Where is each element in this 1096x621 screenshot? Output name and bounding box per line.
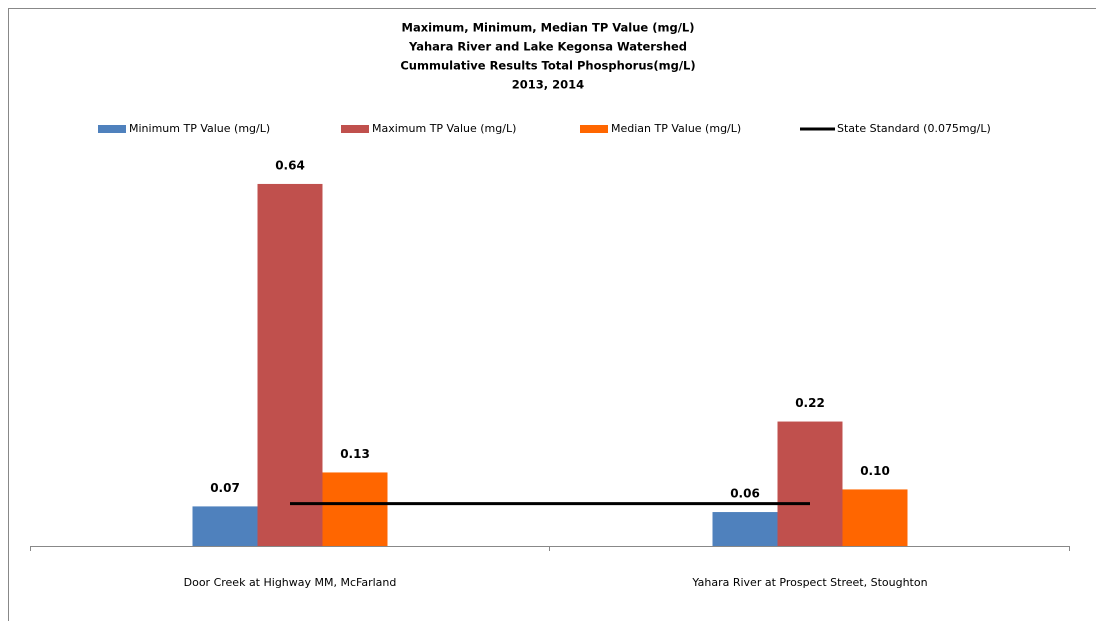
data-label: 0.13 bbox=[340, 447, 370, 461]
data-label: 0.22 bbox=[795, 396, 825, 410]
data-label: 0.10 bbox=[860, 464, 890, 478]
chart-title: Maximum, Minimum, Median TP Value (mg/L) bbox=[402, 21, 695, 35]
legend-label: Median TP Value (mg/L) bbox=[611, 122, 741, 135]
chart-title: Yahara River and Lake Kegonsa Watershed bbox=[408, 40, 687, 54]
bar bbox=[257, 183, 323, 546]
legend-swatch bbox=[580, 125, 608, 133]
bar bbox=[322, 472, 388, 546]
bar bbox=[192, 506, 258, 546]
bar bbox=[777, 421, 843, 546]
data-label: 0.06 bbox=[730, 487, 760, 501]
legend-label: Maximum TP Value (mg/L) bbox=[372, 122, 516, 135]
bar bbox=[842, 489, 908, 546]
legend-label: State Standard (0.075mg/L) bbox=[837, 122, 991, 135]
chart-title: 2013, 2014 bbox=[512, 78, 584, 92]
data-label: 0.64 bbox=[275, 158, 305, 172]
bar bbox=[712, 512, 778, 546]
x-tick-label: Door Creek at Highway MM, McFarland bbox=[184, 576, 397, 589]
legend-swatch bbox=[341, 125, 369, 133]
chart-title: Cummulative Results Total Phosphorus(mg/… bbox=[400, 59, 695, 73]
legend-label: Minimum TP Value (mg/L) bbox=[129, 122, 270, 135]
x-tick-label: Yahara River at Prospect Street, Stought… bbox=[691, 576, 927, 589]
legend-swatch bbox=[98, 125, 126, 133]
data-label: 0.07 bbox=[210, 481, 240, 495]
